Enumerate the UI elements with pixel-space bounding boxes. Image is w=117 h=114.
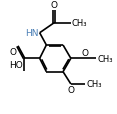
Text: CH₃: CH₃ xyxy=(86,80,102,89)
Text: CH₃: CH₃ xyxy=(72,19,87,28)
Text: O: O xyxy=(51,1,58,10)
Text: CH₃: CH₃ xyxy=(98,54,113,63)
Text: O: O xyxy=(82,49,89,58)
Text: HN: HN xyxy=(25,28,39,37)
Text: O: O xyxy=(67,85,74,94)
Text: O: O xyxy=(9,48,16,57)
Text: HO: HO xyxy=(9,61,23,70)
